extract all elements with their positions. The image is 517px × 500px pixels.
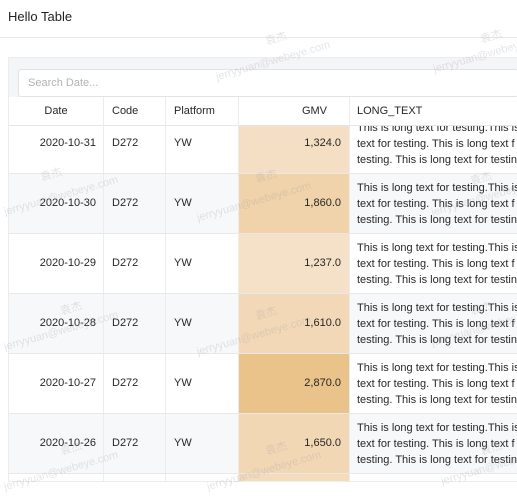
page-title: Hello Table [8,9,73,24]
gmv-cell: 1,610.0 [239,294,350,353]
long-text-line: This is long text for testing.This is [357,242,517,254]
table-row[interactable]: 2020-10-30 D272 YW 1,860.0 This is long text… [9,174,517,234]
long-text-line: This is long text for testing.This is [357,182,517,194]
code-cell: D272 [104,174,166,233]
column-header-code[interactable]: Code [104,97,166,126]
long-text-line: text for testing. This is long text f [357,378,515,390]
column-header-long-text[interactable]: LONG_TEXT [357,105,423,117]
long-text-line: text for testing. This is long text f [357,138,515,150]
date-cell: 2020-10-26 [9,414,104,473]
column-header-date[interactable]: Date [9,97,104,126]
column-header-platform[interactable]: Platform [166,97,239,126]
code-cell: D272 [104,354,166,413]
long-text-line: testing. This is long text for testing [357,214,517,226]
long-text-line: This is long text for testing.This is [357,480,517,481]
table-header: Date Code Platform GMV LONG_TEXT [9,97,517,126]
gmv-cell [239,474,350,481]
code-cell: D272 [104,294,166,353]
data-table: Date Code Platform GMV LONG_TEXT 2020-10… [9,97,517,481]
long-text-cell: This is long text for testing.This is tex… [350,354,517,413]
long-text-cell: This is long text for testing.This is tex… [350,174,517,233]
gmv-cell: 1,860.0 [239,174,350,233]
long-text-line: This is long text for testing.This is [357,422,517,434]
long-text-line: text for testing. This is long text f [357,198,515,210]
table-panel: Date Code Platform GMV LONG_TEXT 2020-10… [8,57,517,482]
date-cell: 2020-10-28 [9,294,104,353]
platform-cell: YW [166,414,239,473]
app-header: Hello Table [0,0,517,38]
long-text-line: testing. This is long text for testing [357,454,517,466]
date-cell: 2020-10-31 [9,114,104,173]
search-input[interactable] [18,69,517,97]
table-row[interactable]: 2020-10-28 D272 YW 1,610.0 This is long text… [9,294,517,354]
long-text-line: testing. This is long text for testing [357,394,517,406]
date-cell [9,474,104,481]
table-row[interactable]: This is long text for testing.This istex… [9,474,517,481]
long-text-line: This is long text for testing.This is [357,362,517,374]
long-text-cell: This is long text for testing.This is tex… [350,234,517,293]
table-row[interactable]: 2020-10-26 D272 YW 1,650.0 This is long text… [9,414,517,474]
platform-cell: YW [166,354,239,413]
long-text-line: testing. This is long text for testing [357,334,517,346]
code-cell: D272 [104,234,166,293]
table-row[interactable]: 2020-10-27 D272 YW 2,870.0 This is long text… [9,354,517,414]
column-header-gmv[interactable]: GMV [239,97,350,126]
long-text-cell: This is long text for testing.This is tex… [350,414,517,473]
platform-cell [166,474,239,481]
date-cell: 2020-10-27 [9,354,104,413]
long-text-line: testing. This is long text for testing [357,154,517,166]
platform-cell: YW [166,114,239,173]
platform-cell: YW [166,234,239,293]
date-cell: 2020-10-29 [9,234,104,293]
platform-cell: YW [166,174,239,233]
gmv-cell: 1,650.0 [239,414,350,473]
date-cell: 2020-10-30 [9,174,104,233]
gmv-cell: 1,237.0 [239,234,350,293]
code-cell: D272 [104,414,166,473]
long-text-cell: This is long text for testing.This istex… [350,474,517,481]
long-text-line: This is long text for testing.This is [357,302,517,314]
long-text-line: text for testing. This is long text f [357,258,515,270]
long-text-cell: This is long text for testing.This is tex… [350,294,517,353]
code-cell: D272 [104,114,166,173]
long-text-line: text for testing. This is long text f [357,318,515,330]
platform-cell: YW [166,294,239,353]
gmv-cell: 2,870.0 [239,354,350,413]
code-cell [104,474,166,481]
long-text-line: testing. This is long text for testing [357,274,517,286]
long-text-line: text for testing. This is long text f [357,438,515,450]
table-row[interactable]: 2020-10-29 D272 YW 1,237.0 This is long text… [9,234,517,294]
